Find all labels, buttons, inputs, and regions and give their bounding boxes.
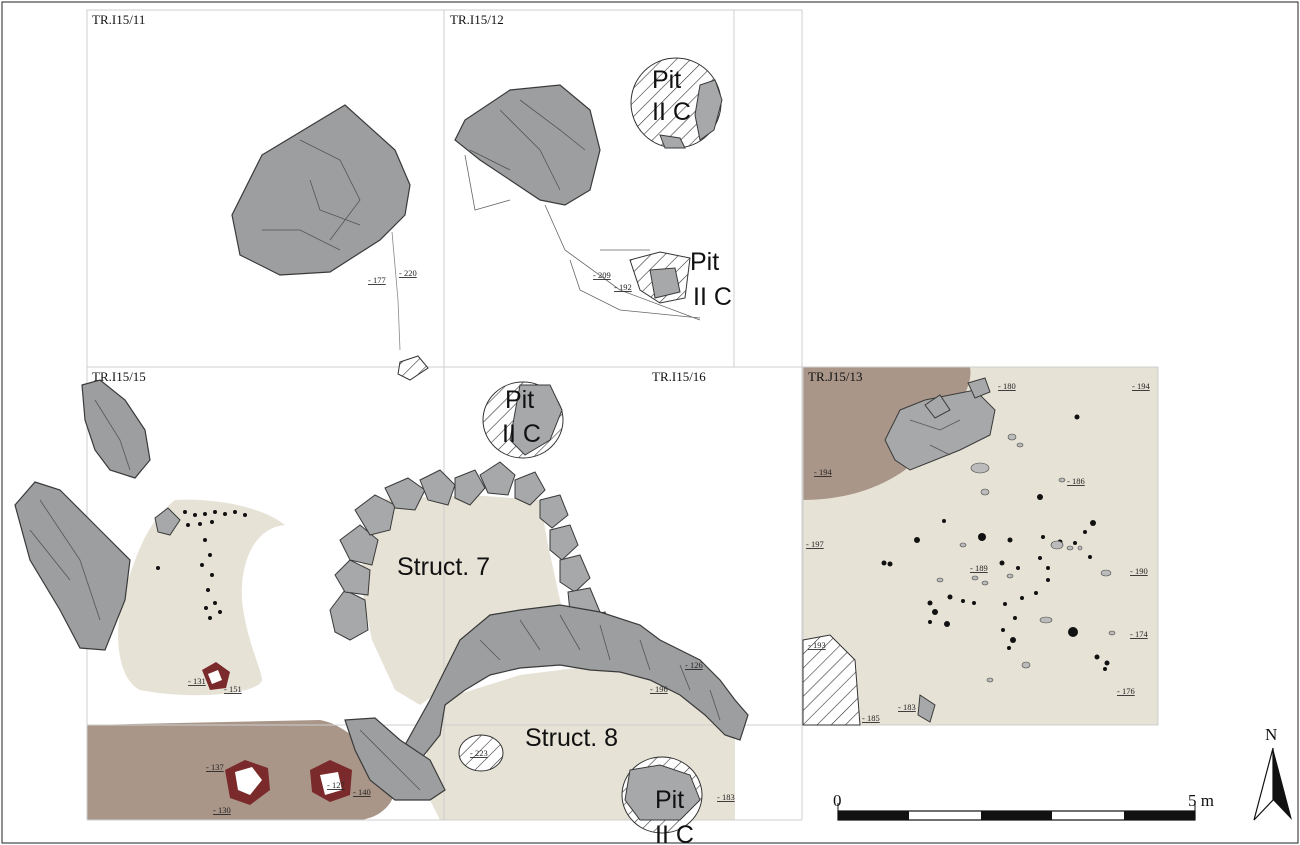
- boulder-tr-i15-11: [231, 104, 411, 276]
- elev-196: - 196: [650, 684, 668, 694]
- pit-label-1: Pit: [652, 66, 681, 94]
- elev-192: - 192: [614, 282, 632, 292]
- struct-8-wall: [344, 604, 749, 801]
- pit-tr-i15-12-south: [629, 251, 691, 304]
- hatched-fragment: [397, 355, 429, 381]
- pit-phase-label-2: II C: [693, 283, 732, 311]
- hatched-area-j15: [802, 634, 861, 726]
- boulders-west: [14, 379, 181, 651]
- elev-176: - 176: [1117, 686, 1135, 696]
- struct-7-wall: [329, 461, 616, 646]
- pit-phase-label-4: II C: [655, 821, 694, 845]
- pit-label-4: Pit: [655, 786, 684, 814]
- finds-dots-i15-15: [156, 510, 247, 620]
- north-arrow: N: [1253, 725, 1292, 821]
- elev-183-b: - 183: [898, 702, 916, 712]
- elev-151: - 151: [224, 684, 242, 694]
- elev-177: - 177: [368, 275, 386, 285]
- excavation-outline-lines: [464, 154, 701, 321]
- elev-223: - 223: [470, 748, 488, 758]
- scale-bar: 0 5 m: [833, 791, 1214, 821]
- pit-phase-label-1: II C: [652, 98, 691, 126]
- scale-end-label: 5 m: [1188, 791, 1214, 810]
- elev-127: - 127: [327, 780, 345, 790]
- elev-137: - 137: [206, 762, 224, 772]
- pit-label-2: Pit: [690, 248, 719, 276]
- elev-183-a: - 183: [717, 792, 735, 802]
- struct-7-label: Struct. 7: [397, 553, 490, 581]
- trench-label-i15-12: TR.I15/12: [450, 12, 504, 27]
- pit-223: [458, 734, 504, 772]
- stones-j15-13: [884, 377, 996, 723]
- small-stones-j15: [936, 433, 1116, 683]
- elev-193: - 193: [808, 640, 826, 650]
- elev-174: - 174: [1130, 629, 1148, 639]
- elev-197: - 197: [806, 539, 824, 549]
- struct-8-label: Struct. 8: [525, 724, 618, 752]
- elev-185: - 185: [862, 713, 880, 723]
- elev-180: - 180: [998, 381, 1016, 391]
- pit-tr-i15-16: [482, 381, 564, 459]
- trench-label-i15-15: TR.I15/15: [92, 369, 146, 384]
- elev-130: - 130: [213, 805, 231, 815]
- elevation-labels: - 177 - 220 - 209 - 192 - 131 - 151 - 13…: [188, 268, 1150, 815]
- elev-131: - 131: [188, 676, 206, 686]
- trench-label-i15-11: TR.I15/11: [92, 12, 145, 27]
- floor-tr-i15-15: [118, 499, 285, 696]
- burnt-hearths: [202, 662, 352, 805]
- north-label: N: [1265, 725, 1277, 744]
- elev-189: - 189: [970, 563, 988, 573]
- elev-209: - 209: [593, 270, 611, 280]
- finds-dots-j15-13: [881, 414, 1110, 671]
- pit-phase-label-3: II C: [502, 420, 541, 448]
- pit-label-3: Pit: [505, 386, 534, 414]
- floor-struct-7-8: [360, 495, 570, 705]
- trench-label-i15-16: TR.I15/16: [652, 369, 706, 384]
- pit-struct-8: [621, 756, 703, 834]
- elev-194-a: - 194: [1132, 381, 1150, 391]
- elev-194-b: - 194: [814, 467, 832, 477]
- scale-start-label: 0: [833, 791, 842, 810]
- section-line: [391, 231, 401, 351]
- elev-190: - 190: [1130, 566, 1148, 576]
- trench-grid: [86, 9, 1159, 821]
- boulder-tr-i15-12: [454, 84, 601, 206]
- pit-tr-i15-12-north: [630, 57, 723, 149]
- elev-126: - 126: [685, 660, 703, 670]
- elev-220: - 220: [399, 268, 417, 278]
- trench-label-j15-13: TR.J15/13: [808, 369, 863, 384]
- elev-140: - 140: [353, 787, 371, 797]
- elev-186: - 186: [1067, 476, 1085, 486]
